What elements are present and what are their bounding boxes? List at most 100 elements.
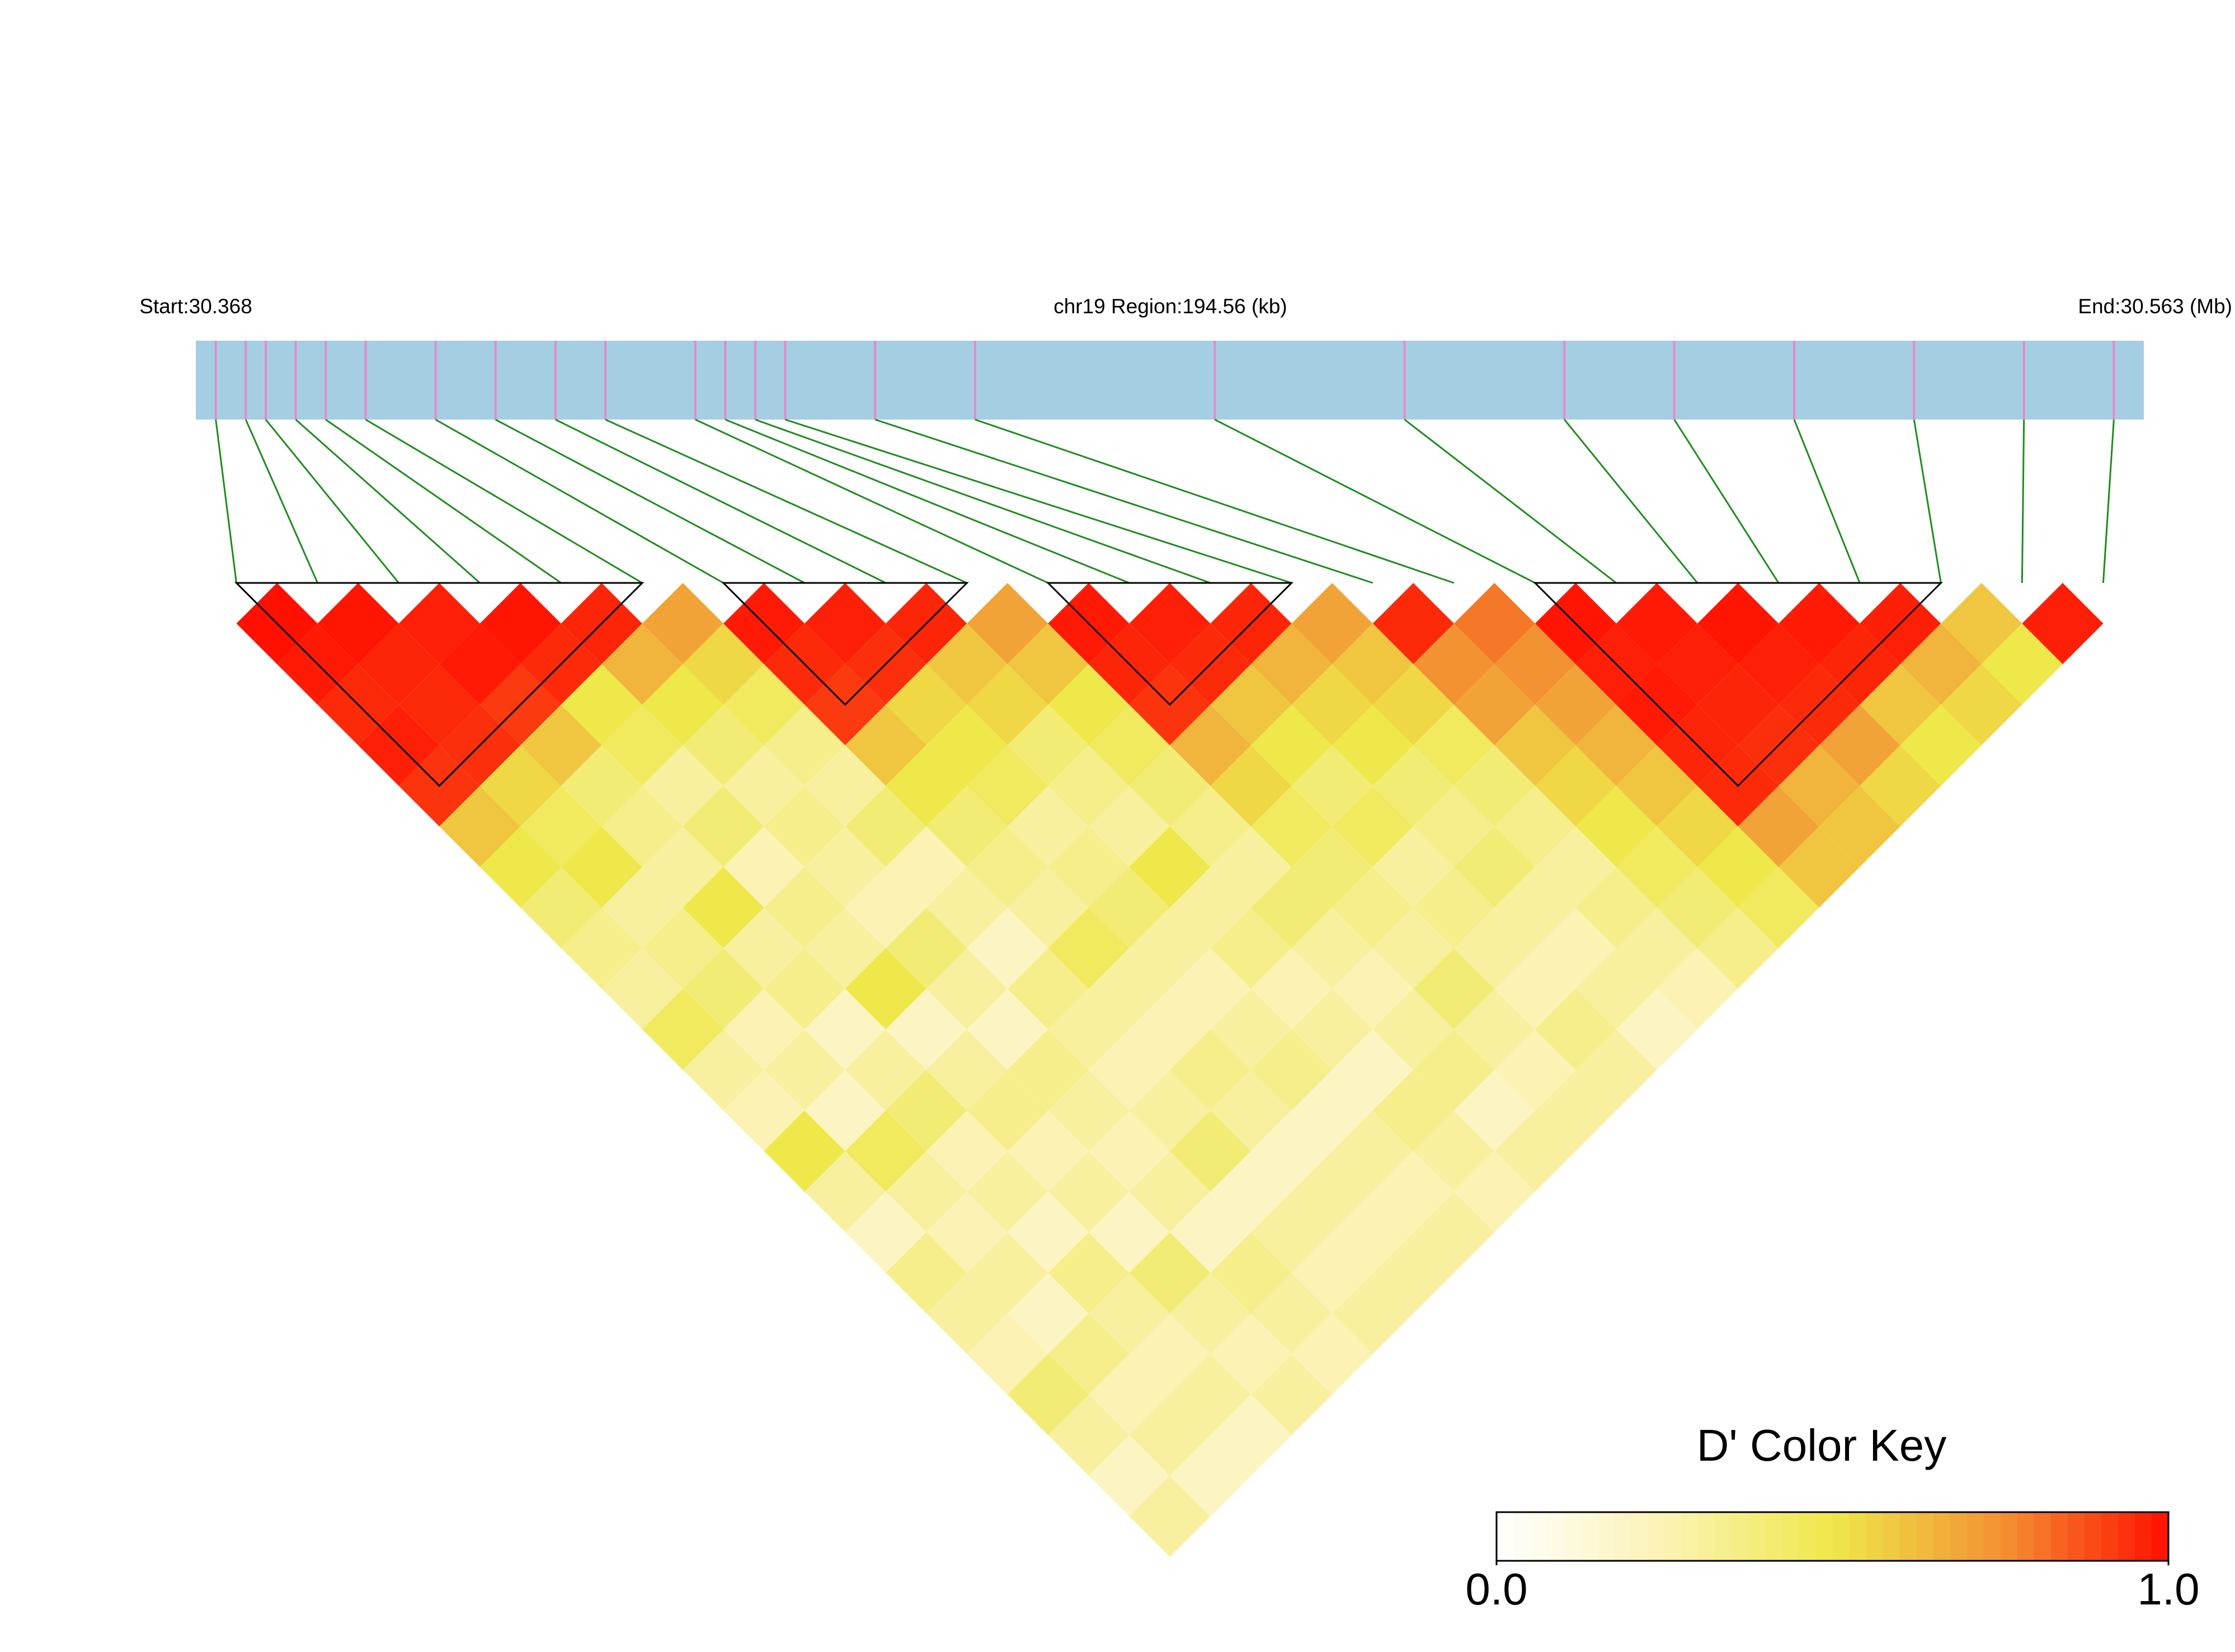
ld-cell bbox=[886, 1232, 967, 1314]
snp-connector bbox=[265, 419, 399, 583]
ld-cell bbox=[886, 745, 967, 827]
ld-cell bbox=[1697, 826, 1779, 908]
ld-cell bbox=[1291, 1313, 1373, 1395]
snp-connector bbox=[1913, 419, 1942, 583]
ld-cell bbox=[1494, 1110, 1576, 1192]
ld-cell bbox=[1251, 948, 1333, 1029]
color-key-step bbox=[1715, 1512, 1733, 1561]
ld-block bbox=[234, 582, 644, 787]
ld-cell bbox=[1007, 867, 1089, 948]
ld-cell bbox=[1129, 1070, 1211, 1151]
ld-cell bbox=[1210, 1151, 1292, 1232]
ld-cell bbox=[683, 785, 764, 867]
color-key-step bbox=[1597, 1512, 1615, 1561]
color-key-step bbox=[1866, 1512, 1884, 1561]
ld-cell bbox=[1291, 1151, 1373, 1232]
ld-cell bbox=[1535, 907, 1616, 989]
ld-cell bbox=[1819, 704, 1900, 786]
snp-connector bbox=[724, 418, 1130, 584]
color-key-step bbox=[2017, 1512, 2035, 1561]
ld-cell bbox=[1007, 948, 1089, 1029]
end-label: End:30.563 (Mb) bbox=[2078, 295, 2232, 318]
ld-cell bbox=[398, 664, 480, 746]
ld-cell bbox=[1453, 1070, 1535, 1151]
color-key-step bbox=[1916, 1512, 1934, 1561]
ld-cell bbox=[764, 704, 845, 786]
ld-cell bbox=[1413, 1192, 1495, 1273]
ld-cell bbox=[1251, 1192, 1333, 1273]
ld-cell bbox=[358, 623, 440, 705]
ld-cell bbox=[520, 785, 602, 867]
snp-connector bbox=[1673, 419, 1780, 583]
ld-cell bbox=[1332, 867, 1414, 948]
ld-cell bbox=[1048, 1394, 1130, 1476]
color-key-tick-label: 0.0 bbox=[1465, 1564, 1527, 1614]
ld-cell bbox=[1007, 623, 1089, 705]
ld-cell bbox=[1819, 785, 1900, 867]
snp-connector bbox=[495, 418, 805, 584]
ld-cell bbox=[1453, 1151, 1535, 1232]
ld-cell bbox=[1251, 1273, 1333, 1354]
snp-connector bbox=[435, 418, 724, 584]
ld-cell bbox=[1494, 704, 1576, 786]
ld-cell bbox=[1738, 867, 1819, 948]
ld-cell bbox=[1129, 1475, 1211, 1557]
ld-cell bbox=[764, 1029, 845, 1111]
ld-cell bbox=[601, 704, 683, 786]
ld-block bbox=[1046, 582, 1294, 706]
ld-cell bbox=[1616, 989, 1698, 1070]
ld-cell bbox=[1210, 1394, 1292, 1476]
ld-cell bbox=[683, 1029, 764, 1111]
ld-cell bbox=[601, 785, 683, 867]
ld-cell bbox=[723, 826, 805, 908]
ld-cell bbox=[926, 1029, 1008, 1111]
ld-cell bbox=[1778, 826, 1860, 908]
ld-cell bbox=[1210, 907, 1292, 989]
ld-cell bbox=[1129, 1232, 1211, 1314]
color-key-step bbox=[1681, 1512, 1699, 1561]
ld-cell bbox=[1372, 664, 1454, 746]
ld-cell bbox=[1372, 989, 1454, 1070]
snp-connector bbox=[1564, 419, 1698, 583]
ld-cell bbox=[1575, 948, 1657, 1029]
ld-cell bbox=[723, 664, 805, 746]
ld-cell bbox=[1453, 745, 1535, 827]
ld-cell bbox=[1657, 948, 1738, 1029]
ld-cell bbox=[1332, 1110, 1414, 1192]
ld-block bbox=[1533, 582, 1943, 787]
color-key-step bbox=[1832, 1512, 1850, 1561]
ld-cell bbox=[1332, 785, 1414, 867]
ld-cell bbox=[642, 583, 724, 665]
ld-cell bbox=[1170, 1029, 1251, 1111]
ld-cell bbox=[1697, 583, 1779, 665]
ld-cell bbox=[764, 1110, 845, 1192]
ld-cell bbox=[398, 583, 480, 665]
color-key-step bbox=[2084, 1512, 2102, 1561]
ld-cell bbox=[1291, 907, 1373, 989]
ld-cell bbox=[967, 583, 1048, 665]
ld-cell bbox=[1007, 1273, 1089, 1354]
ld-cell bbox=[1494, 623, 1576, 705]
ld-cell bbox=[1494, 867, 1576, 948]
color-key-step bbox=[1614, 1512, 1632, 1561]
ld-cell bbox=[1332, 704, 1414, 786]
ld-cell bbox=[1088, 1273, 1170, 1354]
ld-cell bbox=[1210, 826, 1292, 908]
ld-cell bbox=[1129, 989, 1211, 1070]
ld-cell bbox=[1007, 1029, 1089, 1111]
snp-connector bbox=[1793, 419, 1861, 583]
ld-cell bbox=[804, 907, 886, 989]
ld-cell bbox=[439, 785, 521, 867]
ld-cell bbox=[1210, 1313, 1292, 1395]
ld-cell bbox=[1210, 1070, 1292, 1151]
ld-cell bbox=[601, 948, 683, 1029]
ld-cell bbox=[1697, 664, 1779, 746]
color-key-step bbox=[1631, 1512, 1649, 1561]
ld-cell bbox=[1372, 1070, 1454, 1151]
color-key-step bbox=[2151, 1512, 2169, 1561]
ld-cell bbox=[479, 745, 561, 827]
ld-cell bbox=[642, 664, 724, 746]
color-key-step bbox=[1765, 1512, 1783, 1561]
ld-cell bbox=[1657, 785, 1738, 867]
ld-cell bbox=[1616, 907, 1698, 989]
